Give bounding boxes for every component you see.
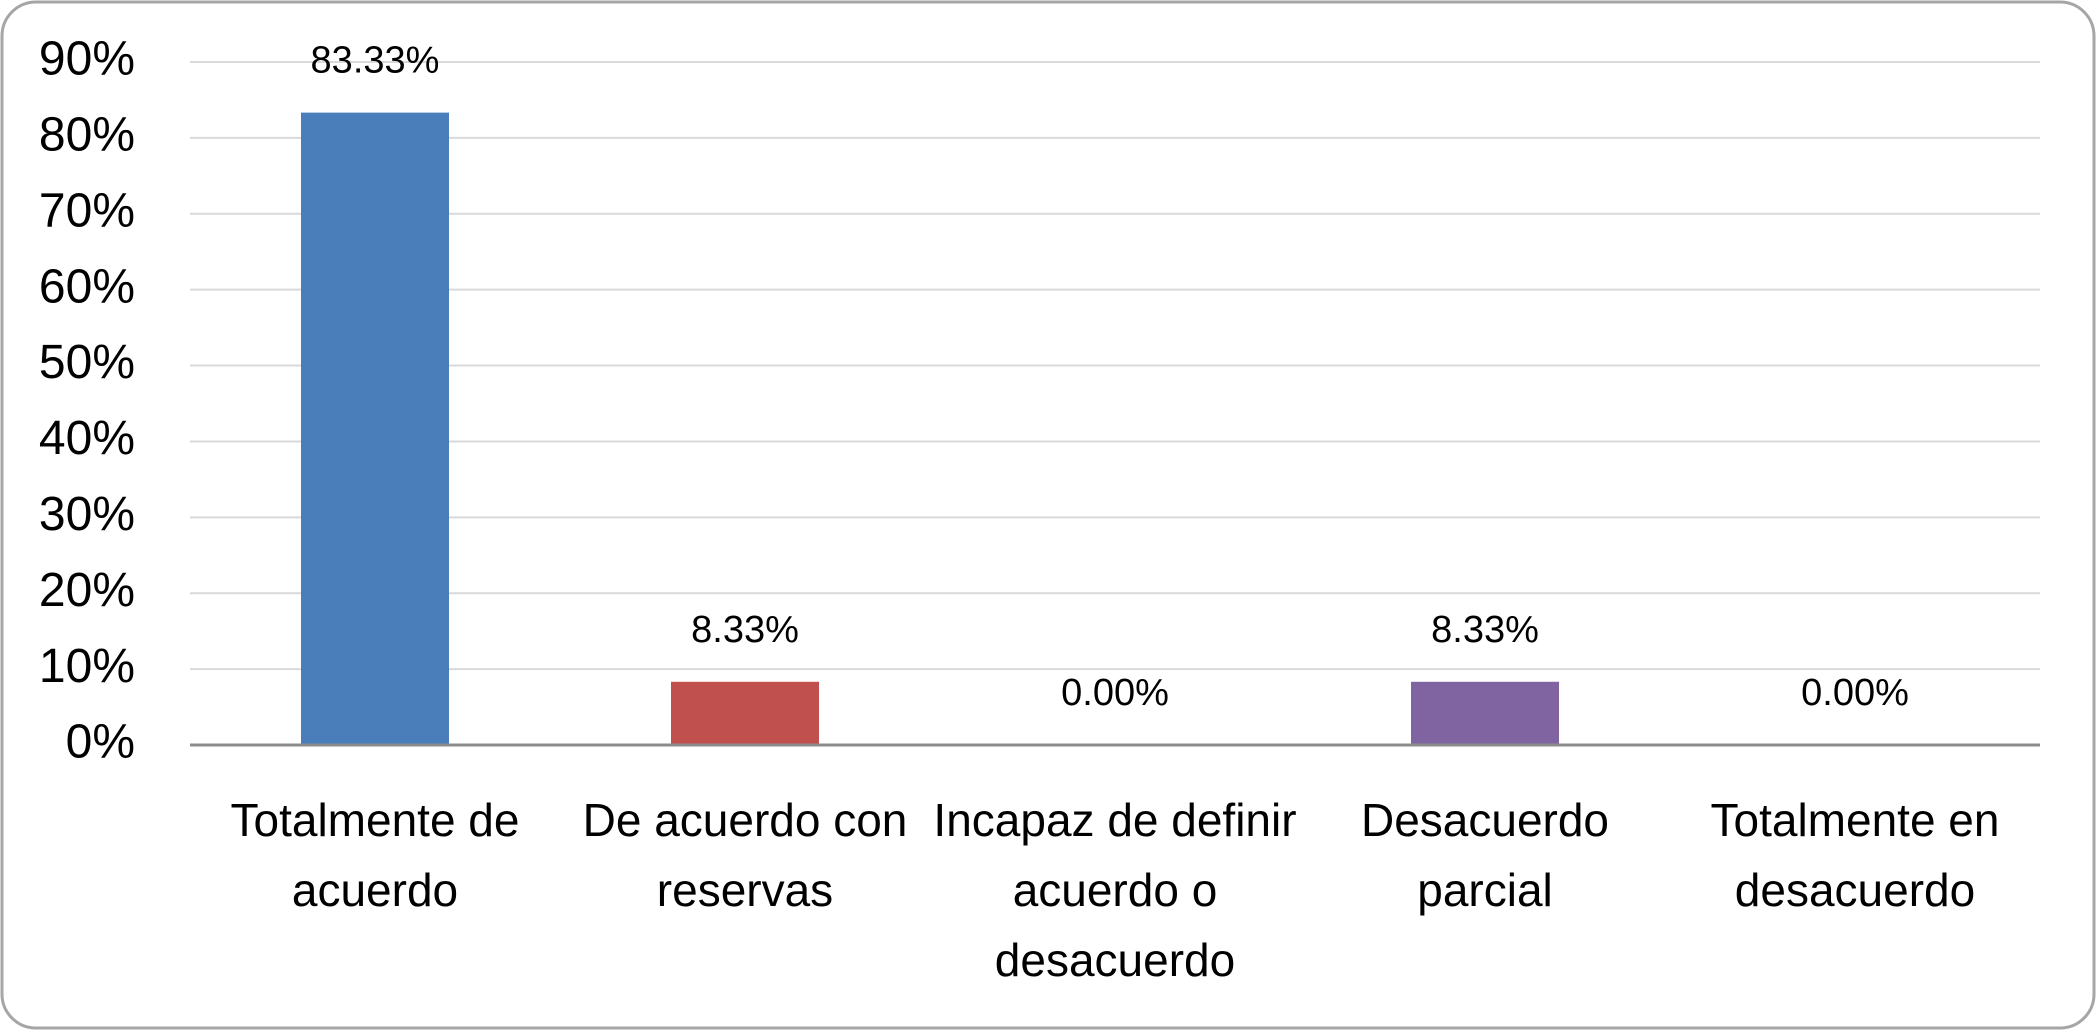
- value-label: 83.33%: [311, 40, 440, 82]
- y-tick-label: 0%: [66, 716, 135, 769]
- y-tick-label: 80%: [39, 109, 135, 162]
- bar: [1411, 681, 1559, 745]
- value-label: 0.00%: [1061, 672, 1169, 714]
- x-tick-label: Totalmente de acuerdo: [230, 794, 520, 916]
- value-label: 0.00%: [1801, 672, 1909, 714]
- y-tick-label: 50%: [39, 336, 135, 389]
- x-tick-label: Desacuerdo parcial: [1360, 794, 1610, 916]
- value-label: 8.33%: [1431, 609, 1539, 651]
- y-tick-label: 60%: [39, 260, 135, 313]
- y-tick-label: 20%: [39, 564, 135, 617]
- x-tick-label: Totalmente en desacuerdo: [1710, 794, 2000, 916]
- bar: [301, 112, 449, 745]
- value-label: 8.33%: [691, 609, 799, 651]
- bar: [671, 681, 819, 745]
- x-tick-label: De acuerdo con reservas: [582, 794, 908, 916]
- y-tick-label: 10%: [39, 640, 135, 693]
- y-tick-label: 40%: [39, 412, 135, 465]
- y-tick-label: 70%: [39, 184, 135, 237]
- y-tick-label: 30%: [39, 488, 135, 541]
- x-tick-label: Incapaz de definir acuerdo o desacuerdo: [933, 794, 1297, 986]
- y-tick-label: 90%: [39, 33, 135, 86]
